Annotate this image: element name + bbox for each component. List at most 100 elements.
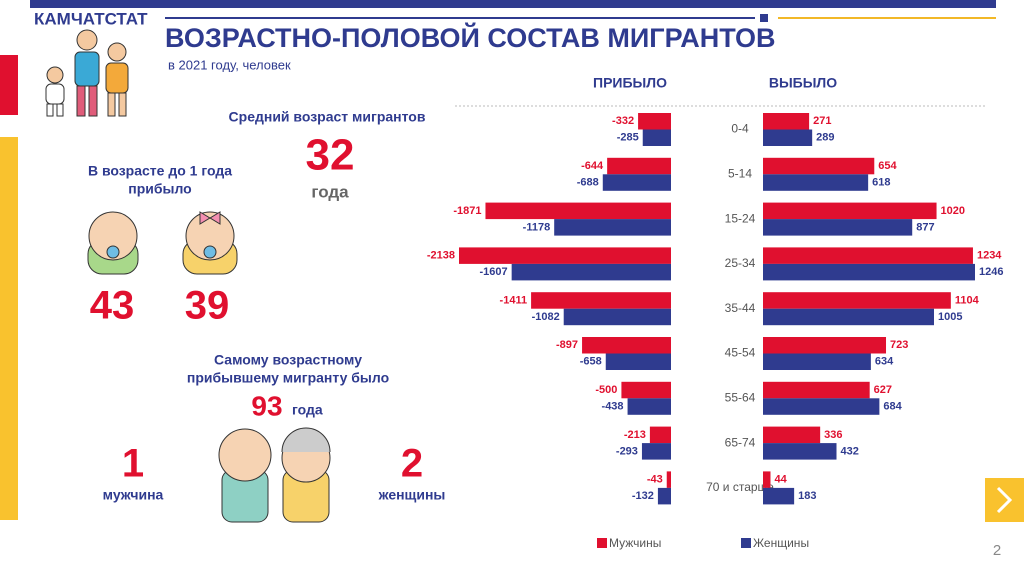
category-label: 0-4 bbox=[731, 122, 749, 136]
value-label: -293 bbox=[616, 445, 638, 457]
avg-value: 32 bbox=[306, 131, 355, 180]
bar bbox=[763, 337, 887, 354]
value-label: 1020 bbox=[941, 205, 965, 217]
bar bbox=[666, 471, 671, 488]
oldest-unit: года bbox=[292, 402, 323, 418]
value-label: -132 bbox=[632, 490, 654, 502]
legend-swatch bbox=[597, 538, 607, 548]
family-icon bbox=[45, 29, 129, 117]
bar bbox=[459, 247, 671, 264]
value-label: 654 bbox=[878, 160, 897, 172]
bar bbox=[763, 353, 871, 370]
bar bbox=[763, 174, 869, 191]
value-label: 627 bbox=[874, 384, 892, 396]
bar bbox=[642, 129, 671, 146]
legend-label: Мужчины bbox=[609, 536, 661, 550]
value-label: 271 bbox=[813, 115, 831, 127]
bar bbox=[511, 263, 671, 281]
side-bar bbox=[0, 137, 18, 520]
elderly-icon bbox=[218, 427, 331, 523]
bar bbox=[605, 353, 671, 370]
top-bar bbox=[30, 0, 996, 8]
legend-label: Женщины bbox=[753, 536, 809, 550]
bar bbox=[763, 426, 821, 444]
value-label: 684 bbox=[883, 400, 902, 412]
men-label: мужчина bbox=[103, 487, 164, 503]
legend-swatch bbox=[741, 538, 751, 548]
oldest-label: прибывшему мигранту было bbox=[187, 370, 389, 386]
bar bbox=[607, 157, 671, 175]
value-label: -1178 bbox=[523, 221, 551, 233]
category-label: 45-54 bbox=[725, 346, 756, 360]
value-label: 618 bbox=[872, 176, 890, 188]
bar bbox=[563, 308, 671, 326]
bar bbox=[602, 174, 671, 191]
women-label: женщины bbox=[378, 487, 446, 503]
bar bbox=[641, 443, 671, 460]
value-label: 183 bbox=[798, 490, 816, 502]
value-label: 1246 bbox=[979, 266, 1003, 278]
bar bbox=[763, 263, 975, 281]
value-label: 877 bbox=[916, 221, 934, 233]
bar bbox=[763, 157, 875, 175]
avg-label: Средний возраст мигрантов bbox=[229, 109, 426, 125]
subtitle: в 2021 году, человек bbox=[168, 57, 291, 72]
bar bbox=[763, 308, 934, 326]
bar bbox=[763, 219, 913, 236]
category-label: 35-44 bbox=[725, 301, 756, 315]
panel-title: ВЫБЫЛО bbox=[769, 75, 837, 91]
value-label: -1082 bbox=[532, 311, 560, 323]
avg-unit: года bbox=[311, 182, 349, 201]
oldest-age: 93 bbox=[251, 390, 282, 421]
value-label: 336 bbox=[824, 429, 842, 441]
value-label: -500 bbox=[595, 384, 617, 396]
baby-boy-icon bbox=[87, 211, 139, 275]
next-button[interactable] bbox=[985, 478, 1024, 522]
page-number: 2 bbox=[993, 542, 1001, 559]
bar bbox=[763, 292, 951, 309]
bar bbox=[627, 398, 671, 415]
infant-boys: 43 bbox=[90, 284, 135, 328]
bar bbox=[582, 337, 671, 354]
category-label: 65-74 bbox=[725, 435, 756, 449]
value-label: 1104 bbox=[955, 294, 980, 306]
arrow bbox=[996, 486, 1013, 514]
category-label: 55-64 bbox=[725, 390, 756, 404]
men-count: 1 bbox=[122, 442, 144, 486]
value-label: 1234 bbox=[977, 250, 1002, 262]
value-label: -688 bbox=[577, 176, 599, 188]
oldest-label: Самому возрастному bbox=[214, 352, 362, 368]
value-label: 289 bbox=[816, 132, 834, 144]
value-label: -1411 bbox=[500, 294, 528, 306]
value-label: 432 bbox=[841, 445, 859, 457]
category-label: 70 и старше bbox=[706, 480, 774, 494]
side-bar bbox=[0, 55, 18, 115]
category-label: 25-34 bbox=[725, 256, 756, 270]
bar bbox=[638, 113, 671, 130]
women-count: 2 bbox=[401, 442, 423, 486]
value-label: 634 bbox=[875, 356, 894, 368]
bar bbox=[763, 247, 973, 264]
infant-label: В возрасте до 1 года bbox=[88, 163, 232, 179]
value-label: -213 bbox=[624, 429, 646, 441]
value-label: 723 bbox=[890, 339, 908, 351]
bar bbox=[763, 129, 813, 146]
bar bbox=[763, 381, 870, 399]
region: КАМЧАТСТАТ bbox=[34, 9, 148, 28]
value-label: -897 bbox=[556, 339, 578, 351]
bar bbox=[763, 443, 837, 460]
bar bbox=[763, 471, 771, 488]
infant-girls: 39 bbox=[185, 284, 230, 328]
value-label: 44 bbox=[774, 474, 787, 486]
baby-girl-icon bbox=[182, 211, 238, 275]
value-label: -1607 bbox=[480, 266, 508, 278]
infant-label: прибыло bbox=[128, 181, 191, 197]
value-label: 1005 bbox=[938, 311, 962, 323]
bar bbox=[649, 426, 671, 444]
bar bbox=[531, 292, 671, 309]
rule-square bbox=[760, 14, 768, 22]
bar bbox=[657, 487, 671, 505]
category-label: 5-14 bbox=[728, 166, 752, 180]
value-label: -285 bbox=[617, 132, 639, 144]
